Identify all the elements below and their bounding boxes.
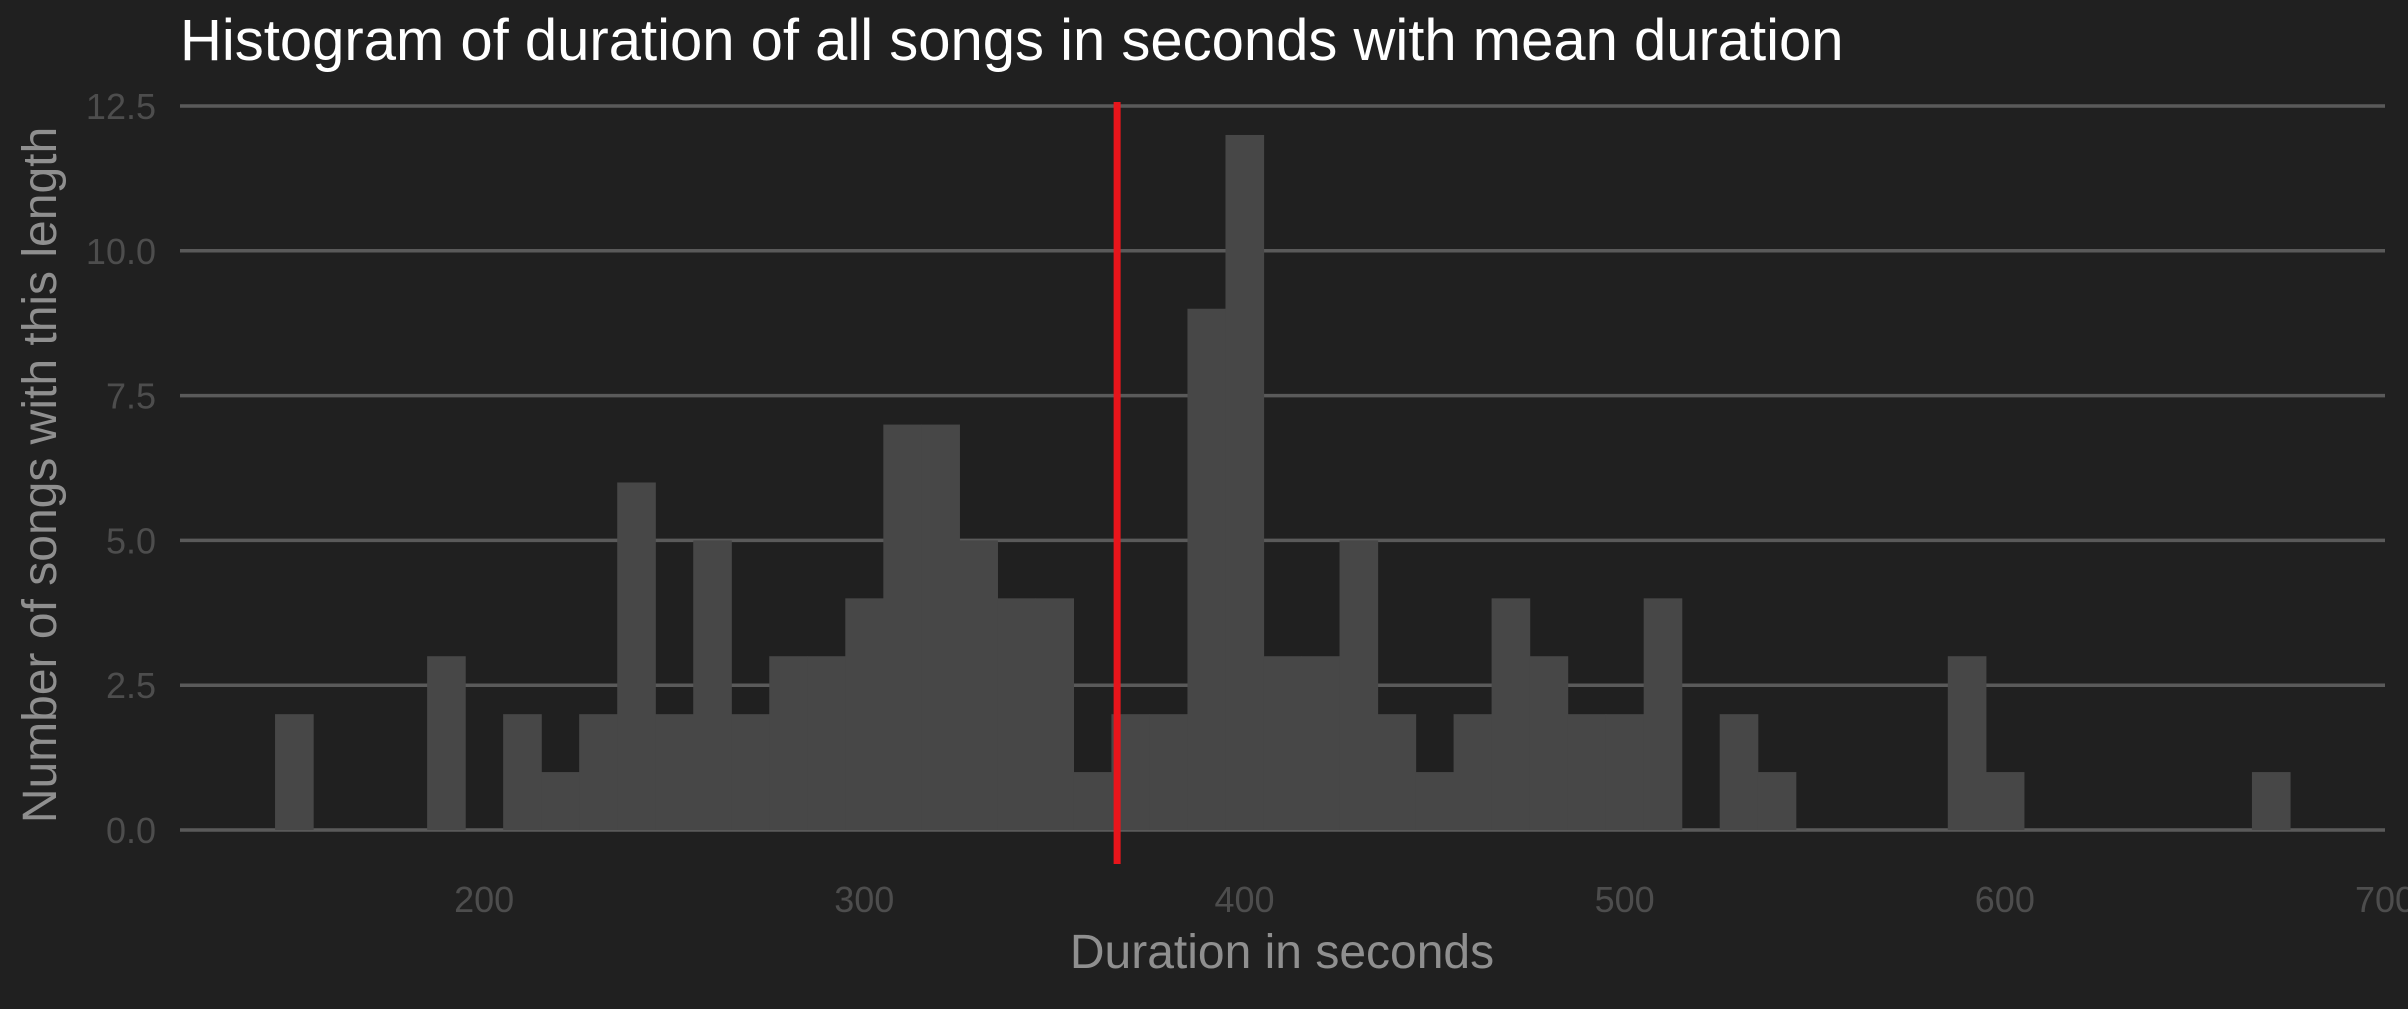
- histogram-bar: [1757, 772, 1797, 830]
- y-tick-label: 7.5: [106, 376, 156, 417]
- histogram-bar: [1947, 656, 1987, 830]
- y-tick-label: 5.0: [106, 520, 156, 561]
- x-tick-label: 600: [1975, 879, 2035, 920]
- histogram-bar: [807, 656, 846, 830]
- y-tick-label: 2.5: [106, 665, 156, 706]
- histogram-bar: [1339, 540, 1379, 830]
- histogram-bar: [1225, 134, 1265, 830]
- histogram-bar: [1301, 656, 1341, 830]
- histogram-bar: [1491, 598, 1531, 830]
- histogram-bar: [1377, 714, 1417, 830]
- histogram-bar: [1035, 598, 1075, 830]
- histogram-bar: [427, 656, 466, 830]
- y-tick-label: 12.5: [86, 86, 156, 127]
- histogram-bar: [769, 656, 808, 830]
- chart-title: Histogram of duration of all songs in se…: [180, 8, 1844, 73]
- histogram-bar: [1415, 772, 1455, 830]
- histogram-bar: [617, 482, 656, 830]
- histogram-bar: [1605, 714, 1645, 830]
- x-tick-label: 300: [834, 879, 894, 920]
- histogram-bar: [1073, 772, 1113, 830]
- histogram-bar: [959, 540, 998, 830]
- histogram-bar: [275, 714, 314, 830]
- histogram-bar: [845, 598, 884, 830]
- histogram-bar: [921, 424, 960, 830]
- histogram-bar: [731, 714, 770, 830]
- histogram-bar: [693, 540, 732, 830]
- histogram-bar: [503, 714, 542, 830]
- histogram-bar: [997, 598, 1036, 830]
- histogram-bar: [1187, 308, 1227, 831]
- y-tick-label: 10.0: [86, 231, 156, 272]
- histogram-bars: [275, 134, 2291, 831]
- histogram-bar: [2251, 772, 2291, 830]
- histogram-bar: [1149, 714, 1189, 830]
- histogram-bar: [1453, 714, 1493, 830]
- histogram-bar: [883, 424, 922, 830]
- x-tick-label: 200: [454, 879, 514, 920]
- histogram-bar: [1985, 772, 2025, 830]
- x-axis-title: Duration in seconds: [1070, 926, 1494, 979]
- histogram-bar: [541, 772, 580, 830]
- histogram-bar: [1567, 714, 1607, 830]
- histogram-bar: [1719, 714, 1759, 830]
- x-tick-label: 500: [1595, 879, 1655, 920]
- x-tick-label: 700: [2355, 879, 2408, 920]
- histogram-bar: [1263, 656, 1303, 830]
- x-tick-label: 400: [1214, 879, 1274, 920]
- y-tick-label: 0.0: [106, 810, 156, 851]
- y-axis-ticks: 0.0 2.5 5.0 7.5 10.0 12.5: [86, 86, 156, 851]
- histogram-bar: [1643, 598, 1683, 830]
- histogram-bar: [655, 714, 694, 830]
- y-axis-title: Number of songs with this length: [14, 127, 67, 823]
- histogram-bar: [579, 714, 618, 830]
- x-axis-ticks: 200 300 400 500 600 700: [454, 879, 2408, 920]
- histogram-bar: [1529, 656, 1569, 830]
